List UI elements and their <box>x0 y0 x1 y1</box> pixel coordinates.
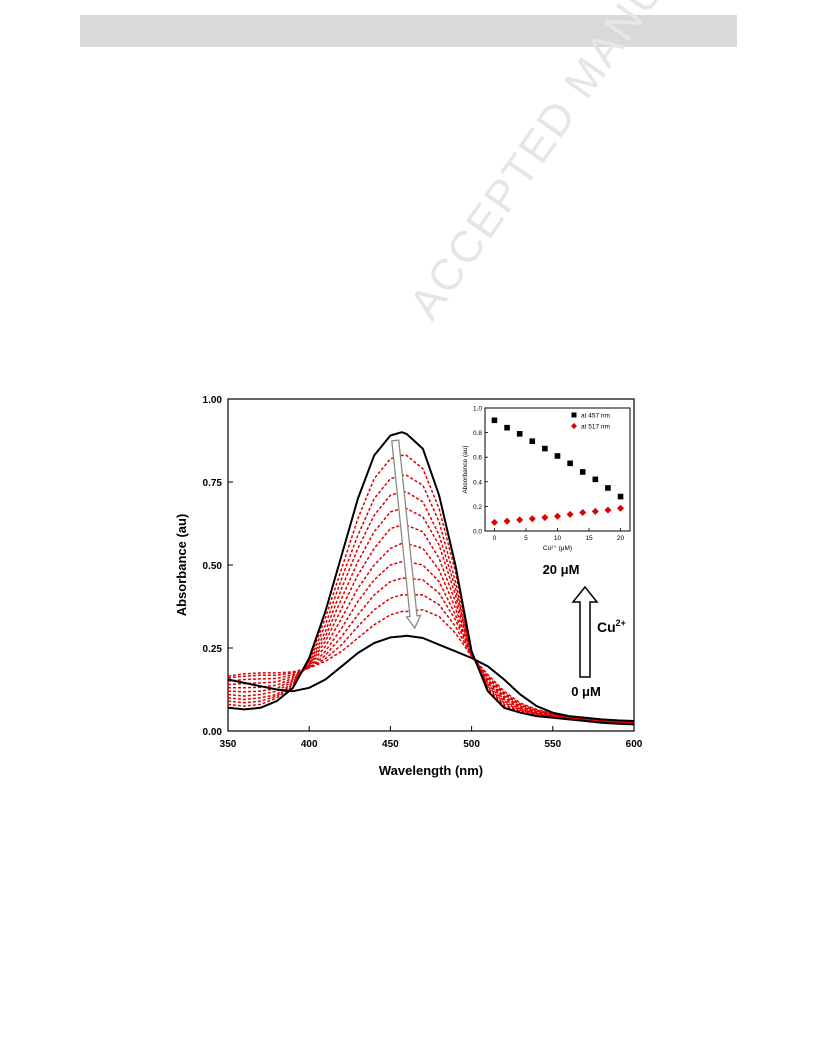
titration-annotation: 20 μM Cu2+ 0 μM <box>543 562 626 699</box>
inset-point-1-8 <box>591 507 599 515</box>
inset-point-0-8 <box>592 476 599 483</box>
inset-legend-label-0: at 457 nm <box>581 413 610 420</box>
up-arrow-icon <box>571 585 599 678</box>
inset-point-1-9 <box>604 506 612 514</box>
y-tick-label-0: 0.00 <box>203 727 223 738</box>
x-tick-label-5: 600 <box>626 739 643 750</box>
inset-y-tick-label-3: 0.6 <box>473 455 482 462</box>
inset-y-axis-title: Absorbance (au) <box>462 445 469 493</box>
x-tick-label-1: 400 <box>301 739 318 750</box>
inset-y-tick-label-2: 0.4 <box>473 479 482 486</box>
chart-container: 350 400 450 500 550 600 0.00 0.25 0.50 0.75 1.00 Wa… <box>160 390 650 790</box>
inset-y-tick-label-0: 0.0 <box>473 529 482 536</box>
main-plot: 350 400 450 500 550 6000.000.250.500.751.00Wa… <box>174 395 643 778</box>
x-tick-label-0: 350 <box>220 739 237 750</box>
inset-point-0-7 <box>579 469 586 475</box>
spectrum-line-4 <box>227 507 635 724</box>
inset-point-0-5 <box>554 453 561 459</box>
inset-point-0-1 <box>504 424 510 431</box>
inset-point-0-2 <box>516 431 523 437</box>
inset-y-tick-label-4: 0.8 <box>473 430 482 437</box>
watermark: ACCEPTED MANUSCRIPT <box>400 0 774 329</box>
inset-point-0-9 <box>605 485 611 491</box>
inset-legend-label-1: at 517 nm <box>581 424 610 431</box>
inset-legend-marker-1 <box>571 423 577 429</box>
inset-point-0-6 <box>567 460 573 467</box>
inset-x-tick-label-3: 15 <box>585 535 593 542</box>
inset-plot: 0 5 10 15 20 0.0 0.2 0.4 0.6 0.8 1.0 Cu²⁺ (μM) Absor… <box>462 406 631 552</box>
inset-x-tick-label-0: 0 <box>493 535 497 542</box>
inset-x-axis-title: Cu²⁺ (μM) <box>543 545 572 552</box>
inset-point-1-0 <box>490 518 498 526</box>
label-0-um: 0 μM <box>571 684 601 699</box>
spectrum-line-11 <box>227 634 635 722</box>
inset-x-tick-label-2: 10 <box>554 535 562 542</box>
inset-legend-marker-0 <box>571 412 577 418</box>
ion-charge: 2+ <box>616 618 626 628</box>
x-tick-label-4: 550 <box>544 739 561 750</box>
inset-point-1-7 <box>579 509 587 517</box>
inset-y-tick-label-5: 1.0 <box>473 406 482 413</box>
inset-point-0-10 <box>617 493 624 500</box>
y-tick-label-2: 0.50 <box>203 561 223 572</box>
y-tick-label-3: 0.75 <box>203 478 223 489</box>
x-tick-label-2: 450 <box>382 739 399 750</box>
inset-point-1-6 <box>566 510 574 518</box>
inset-x-tick-label-1: 5 <box>524 535 528 542</box>
inset-point-1-4 <box>541 513 549 521</box>
label-20-um: 20 μM <box>543 562 580 577</box>
inset-point-1-5 <box>554 512 561 520</box>
page-header-bar <box>80 15 737 47</box>
spectrum-line-10 <box>227 609 635 722</box>
inset-point-1-2 <box>516 516 524 524</box>
x-axis-title: Wavelength (nm) <box>379 763 483 778</box>
y-axis-title: Absorbance (au) <box>174 514 189 617</box>
inset-point-1-1 <box>503 517 511 525</box>
inset-point-1-3 <box>528 515 536 523</box>
label-cu-ion: Cu2+ <box>597 618 626 635</box>
y-tick-label-4: 1.00 <box>203 395 223 406</box>
decrease-arrow-icon <box>391 439 422 630</box>
spectrum-line-0 <box>227 431 635 726</box>
inset-x-tick-label-4: 20 <box>617 535 625 542</box>
inset-point-0-4 <box>542 445 548 452</box>
inset-y-tick-label-1: 0.2 <box>473 504 482 511</box>
inset-point-0-0 <box>491 417 498 424</box>
x-tick-label-3: 500 <box>463 739 480 750</box>
inset-point-0-3 <box>529 438 536 445</box>
spectrum-line-7 <box>227 560 635 723</box>
absorbance-spectra-chart: 350 400 450 500 550 6000.000.250.500.751.00Wa… <box>174 395 643 778</box>
ion-symbol: Cu <box>597 619 616 635</box>
y-tick-label-1: 0.25 <box>203 644 223 655</box>
inset-point-1-10 <box>617 504 625 512</box>
